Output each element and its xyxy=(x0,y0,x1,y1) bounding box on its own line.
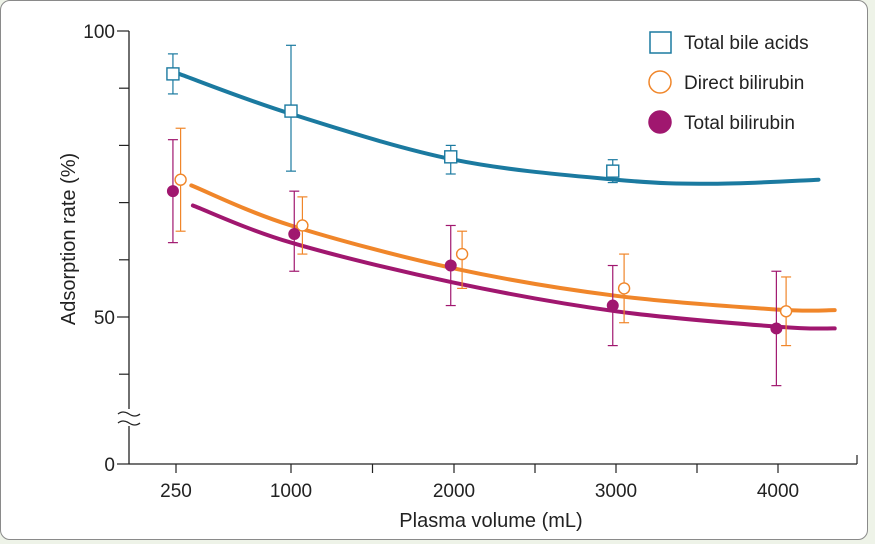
data-point-total-bile-acids xyxy=(284,104,298,118)
data-point-direct-bilirubin xyxy=(779,305,793,318)
legend-label-direct-bilirubin: Direct bilirubin xyxy=(684,73,804,94)
legend-marker-total-bilirubin xyxy=(648,110,672,134)
data-point-total-bile-acids xyxy=(444,150,458,164)
legend: Total bile acids Direct bilirubin Total … xyxy=(648,31,809,134)
data-point-direct-bilirubin xyxy=(296,219,309,232)
data-point-total-bile-acids xyxy=(606,164,620,178)
legend-marker-total-bile-acids xyxy=(649,31,672,54)
x-tick-label: 3000 xyxy=(595,481,637,502)
y-tick-label: 0 xyxy=(104,455,115,476)
data-point-total-bile-acids xyxy=(166,67,180,81)
data-point-direct-bilirubin xyxy=(617,282,631,295)
data-point-total-bilirubin xyxy=(606,299,619,312)
y-tick-label: 50 xyxy=(94,308,115,329)
data-point-total-bilirubin xyxy=(770,322,783,335)
data-point-direct-bilirubin xyxy=(174,173,187,186)
legend-label-total-bile-acids: Total bile acids xyxy=(684,33,809,54)
legend-marker-direct-bilirubin xyxy=(648,70,672,94)
data-point-total-bilirubin xyxy=(166,185,179,198)
x-tick-label: 1000 xyxy=(270,481,312,502)
axes xyxy=(117,30,858,473)
x-tick-label: 250 xyxy=(160,481,192,502)
axis-break-mark-lower xyxy=(117,420,141,426)
x-tick-label: 4000 xyxy=(757,481,799,502)
data-markers xyxy=(166,67,793,335)
fit-curve-direct-bilirubin xyxy=(189,183,837,313)
data-point-direct-bilirubin xyxy=(455,247,469,261)
axis-break-mark-upper xyxy=(117,411,141,417)
data-point-total-bilirubin xyxy=(444,259,457,272)
y-axis-title: Adsorption rate (%) xyxy=(58,153,80,325)
tick-labels: 250 1000 2000 3000 4000 0 50 100 xyxy=(83,22,799,502)
y-tick-label: 100 xyxy=(83,22,115,43)
legend-label-total-bilirubin: Total bilirubin xyxy=(684,113,795,134)
x-axis-title: Plasma volume (mL) xyxy=(399,510,582,532)
data-point-total-bilirubin xyxy=(288,228,301,241)
x-tick-label: 2000 xyxy=(433,481,475,502)
